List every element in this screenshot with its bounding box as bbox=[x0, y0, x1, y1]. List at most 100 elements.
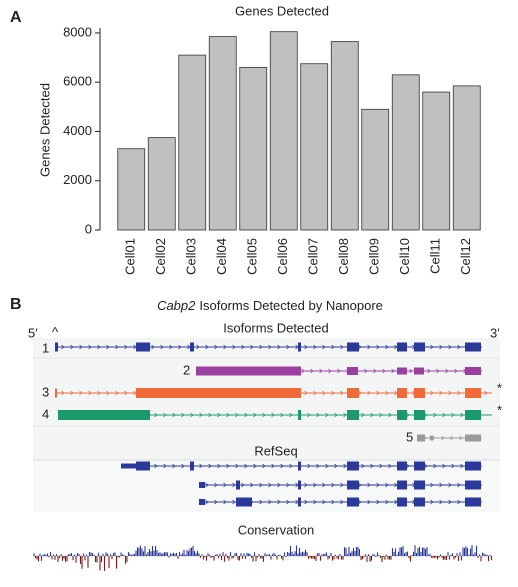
exon bbox=[55, 342, 58, 352]
strand-arrow bbox=[214, 499, 218, 505]
exon bbox=[414, 461, 425, 471]
strand-arrow bbox=[459, 435, 463, 441]
strand-arrow bbox=[430, 482, 434, 488]
strand-arrow bbox=[448, 499, 452, 505]
exon bbox=[199, 482, 205, 488]
bar bbox=[239, 67, 268, 231]
strand-arrow bbox=[313, 482, 317, 488]
strand-arrow bbox=[289, 463, 293, 469]
strand-arrow bbox=[322, 482, 326, 488]
strand-arrow bbox=[430, 390, 434, 396]
strand-arrow bbox=[316, 463, 320, 469]
strand-arrow bbox=[196, 344, 200, 350]
exon bbox=[196, 366, 301, 376]
strand-arrow bbox=[271, 463, 275, 469]
strand-arrow bbox=[181, 412, 185, 418]
strand-arrow bbox=[214, 482, 218, 488]
strand-arrow bbox=[367, 390, 371, 396]
strand-arrow bbox=[322, 344, 326, 350]
strand-arrow bbox=[385, 344, 389, 350]
strand-arrow bbox=[223, 344, 227, 350]
bar bbox=[330, 41, 359, 231]
five-prime: 5′ bbox=[28, 325, 38, 340]
strand-arrow bbox=[406, 463, 410, 469]
strand-arrow bbox=[451, 412, 455, 418]
track-bg bbox=[33, 460, 500, 512]
strand-arrow bbox=[115, 344, 119, 350]
strand-arrow bbox=[334, 463, 338, 469]
strand-arrow bbox=[325, 412, 329, 418]
strand-arrow bbox=[286, 344, 290, 350]
strand-arrow bbox=[484, 390, 488, 396]
y-tick-label: 2000 bbox=[63, 172, 92, 187]
strand-arrow bbox=[124, 390, 128, 396]
gene-model bbox=[121, 461, 482, 471]
title-rest: Isoforms Detected by Nanopore bbox=[199, 298, 383, 313]
strand-arrow bbox=[406, 412, 410, 418]
strand-arrow bbox=[106, 344, 110, 350]
strand-arrow bbox=[268, 482, 272, 488]
y-axis-label: Genes Detected bbox=[37, 83, 52, 177]
strand-arrow bbox=[307, 412, 311, 418]
strand-arrow bbox=[97, 344, 101, 350]
strand-arrow bbox=[70, 344, 74, 350]
strand-arrow bbox=[268, 499, 272, 505]
strand-arrow bbox=[457, 344, 461, 350]
strand-arrow bbox=[367, 482, 371, 488]
strand-arrow bbox=[190, 412, 194, 418]
strand-arrow bbox=[343, 463, 347, 469]
exon bbox=[236, 497, 252, 507]
strand-arrow bbox=[79, 344, 83, 350]
strand-arrow bbox=[286, 482, 290, 488]
bar bbox=[208, 36, 237, 231]
exon bbox=[58, 410, 150, 420]
strand-arrow bbox=[460, 412, 464, 418]
exon bbox=[465, 342, 481, 352]
strand-arrow bbox=[361, 463, 365, 469]
exon bbox=[298, 410, 301, 420]
strand-arrow bbox=[391, 368, 395, 374]
exon bbox=[397, 367, 407, 375]
strand-arrow bbox=[241, 482, 245, 488]
isoform-label: 4 bbox=[42, 406, 49, 421]
panel-label: A bbox=[10, 9, 22, 26]
strand-arrow bbox=[439, 390, 443, 396]
gene-model bbox=[58, 410, 492, 420]
strand-arrow bbox=[79, 390, 83, 396]
strand-arrow bbox=[376, 390, 380, 396]
x-tick-label: Cell09 bbox=[367, 238, 382, 275]
strand-arrow bbox=[208, 412, 212, 418]
strand-arrow bbox=[199, 463, 203, 469]
strand-arrow bbox=[313, 390, 317, 396]
strand-arrow bbox=[226, 412, 230, 418]
strand-arrow bbox=[454, 368, 458, 374]
x-tick-label: Cell11 bbox=[428, 238, 443, 274]
strand-arrow bbox=[441, 435, 445, 441]
strand-arrow bbox=[61, 344, 65, 350]
strand-arrow bbox=[277, 344, 281, 350]
gene-model bbox=[199, 497, 482, 507]
strand-arrow bbox=[451, 463, 455, 469]
strand-arrow bbox=[259, 482, 263, 488]
strand-arrow bbox=[178, 344, 182, 350]
y-tick-label: 4000 bbox=[63, 123, 92, 138]
exon bbox=[236, 480, 240, 490]
strand-arrow bbox=[88, 390, 92, 396]
exon bbox=[465, 497, 481, 507]
strand-arrow bbox=[337, 368, 341, 374]
x-tick-label: Cell05 bbox=[245, 238, 260, 275]
exon bbox=[298, 497, 301, 507]
exon bbox=[190, 461, 194, 471]
strand-arrow bbox=[361, 412, 365, 418]
strand-arrow bbox=[106, 390, 110, 396]
exon bbox=[136, 342, 150, 352]
x-tick-label: Cell08 bbox=[336, 238, 351, 275]
gene-model bbox=[199, 480, 482, 490]
strand-arrow bbox=[163, 463, 167, 469]
strand-arrow bbox=[370, 412, 374, 418]
exon bbox=[397, 480, 407, 490]
strand-arrow bbox=[388, 412, 392, 418]
bar bbox=[147, 137, 176, 231]
strand-arrow bbox=[448, 482, 452, 488]
strand-arrow bbox=[430, 344, 434, 350]
